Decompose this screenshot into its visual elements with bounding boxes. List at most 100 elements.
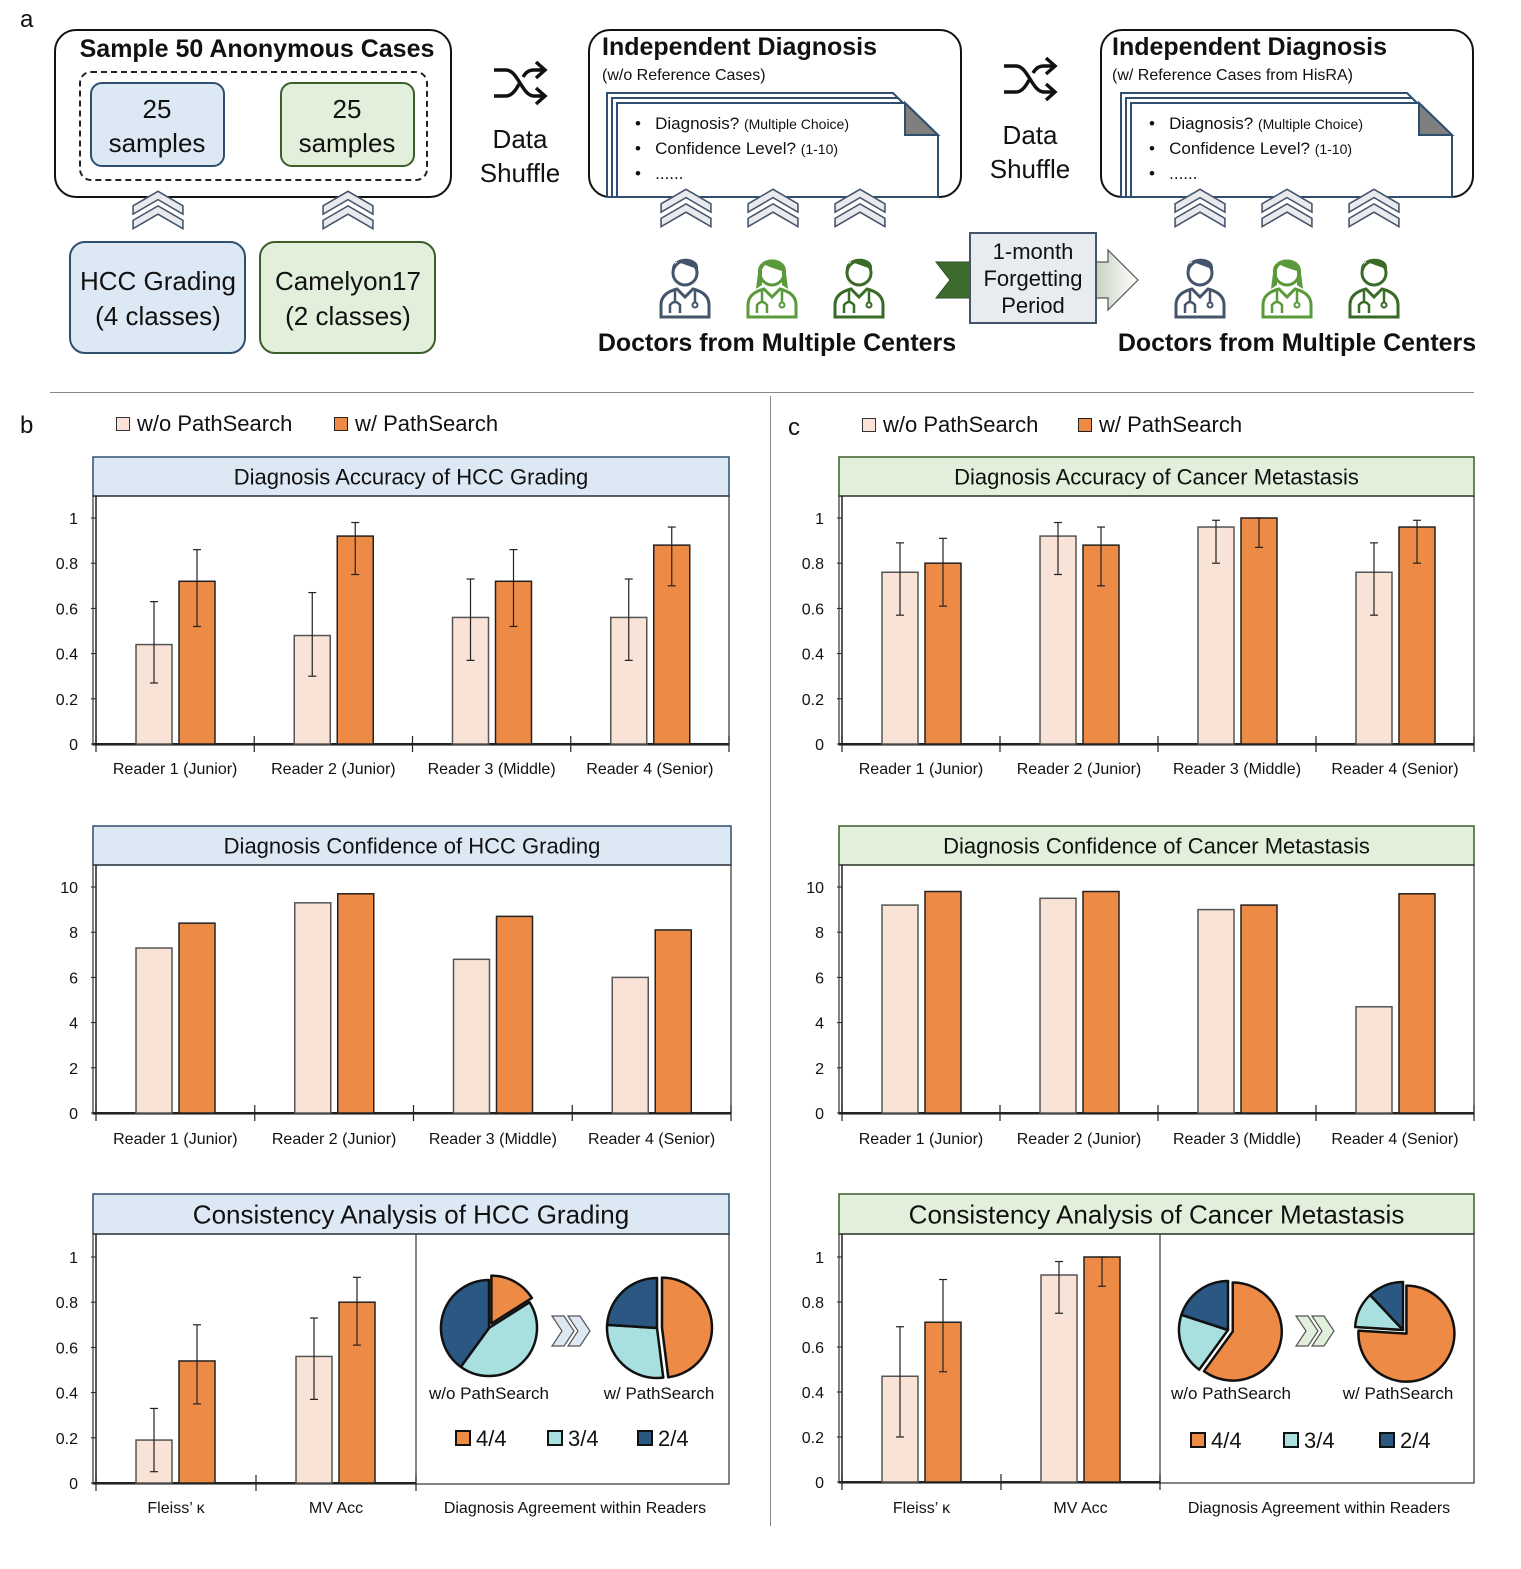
chevron-up-icon <box>132 190 184 231</box>
pie-legend-swatch <box>1283 1432 1299 1448</box>
bar-with-pathsearch <box>924 890 962 1114</box>
y-tick-label: 0.6 <box>802 1340 824 1357</box>
y-tick-label: 0.8 <box>56 1295 78 1312</box>
document-stack-icon <box>606 92 941 198</box>
y-tick-label: 0.6 <box>56 1340 78 1357</box>
chevron-up-icon <box>660 188 712 229</box>
question-confidence: • Confidence Level? (1-10) <box>635 140 838 157</box>
pie-legend-label: 4/4 <box>476 1426 507 1451</box>
y-tick-label: 4 <box>69 1016 78 1033</box>
panel-label-b: b <box>20 412 34 439</box>
y-tick-label: 1 <box>69 511 78 528</box>
question-main: Confidence Level? <box>655 139 796 158</box>
question-diagnosis: • Diagnosis? (Multiple Choice) <box>635 115 849 132</box>
chevron-right-icon <box>550 1315 591 1347</box>
chevron-up-icon <box>1174 188 1226 229</box>
hcc-samples-count: 25 <box>142 94 172 124</box>
chevron-right-icon <box>1294 1315 1335 1347</box>
chart-title: Diagnosis Confidence of HCC Grading <box>224 833 601 858</box>
doctors-label-2: Doctors from Multiple Centers <box>1117 329 1477 357</box>
bar-with-pathsearch <box>1083 1256 1121 1483</box>
question-main: Diagnosis? <box>655 114 740 133</box>
pie-slice-2of4 <box>605 1276 659 1330</box>
y-tick-label: 1 <box>815 511 824 528</box>
arrow-right-icon <box>1095 248 1139 312</box>
forgetting-line-2: Forgetting <box>983 266 1083 291</box>
legend-label-with: w/ PathSearch <box>1099 412 1243 437</box>
bar-without-pathsearch <box>1039 897 1077 1114</box>
panel-divider <box>770 396 771 1526</box>
pie-slice-4of4 <box>1202 1281 1283 1382</box>
pie-slice-3of4 <box>605 1323 665 1380</box>
category-label: Reader 3 (Middle) <box>428 761 556 778</box>
pie-axis-label: Diagnosis Agreement within Readers <box>444 1500 706 1517</box>
pie-slice-4of4 <box>660 1276 714 1379</box>
y-tick-label: 1 <box>815 1250 824 1267</box>
question-more: • ...... <box>635 165 683 182</box>
diagnosis-title-with: Independent Diagnosis <box>1112 33 1388 61</box>
bar-with-pathsearch <box>178 922 216 1114</box>
bar-without-pathsearch <box>1197 908 1235 1114</box>
sample-cases-box <box>54 29 452 198</box>
shuffle-label-2b: Shuffle <box>989 154 1071 184</box>
pie-legend-label: 2/4 <box>1400 1428 1431 1453</box>
hcc-grading-box <box>69 241 246 354</box>
y-tick-label: 1 <box>69 1250 78 1267</box>
camelyon-classes: (2 classes) <box>285 301 411 331</box>
pie-legend-swatch <box>455 1430 471 1446</box>
pie-legend-label: 3/4 <box>568 1426 599 1451</box>
chevron-up-icon <box>322 190 374 231</box>
diagnosis-subtitle-with: (w/ Reference Cases from HisRA) <box>1112 67 1353 84</box>
bar-chart-4: Diagnosis Confidence of Cancer Metastasi… <box>806 825 1475 1148</box>
bar-without-pathsearch <box>452 958 491 1114</box>
question-main: ...... <box>1169 164 1198 183</box>
pie-legend-swatch <box>547 1430 563 1446</box>
chart-title-box <box>838 456 1475 497</box>
bar-without-pathsearch <box>293 634 331 745</box>
chevron-shape <box>1294 1315 1319 1347</box>
shuffle-icon <box>494 60 548 106</box>
y-tick-label: 0.8 <box>802 556 824 573</box>
pie-label: w/ PathSearch <box>603 1384 715 1403</box>
category-label: Reader 1 (Junior) <box>113 761 238 778</box>
category-label: Fleiss’ κ <box>147 1500 205 1517</box>
pie-legend-label: 3/4 <box>1304 1428 1335 1453</box>
pie-legend-swatch <box>1379 1432 1395 1448</box>
legend-label-with: w/ PathSearch <box>355 411 499 436</box>
category-label: MV Acc <box>309 1500 363 1517</box>
y-tick-label: 0.2 <box>802 1430 824 1447</box>
pie-group-7: w/o PathSearch w/ PathSearch 4/4 3/4 2/4 Diag… <box>1170 1279 1456 1517</box>
chart-title: Consistency Analysis of Cancer Metastasi… <box>909 1199 1405 1229</box>
pie-legend-label: 4/4 <box>1211 1428 1242 1453</box>
question-note: (Multiple Choice) <box>1257 116 1364 132</box>
category-label: Reader 2 (Junior) <box>1017 1131 1142 1148</box>
y-tick-label: 2 <box>815 1061 824 1078</box>
pie-slice-4of4 <box>1357 1284 1456 1383</box>
hcc-grading-classes: (4 classes) <box>95 301 221 331</box>
bullet: • <box>1149 164 1155 183</box>
legend-swatch-without <box>116 417 130 431</box>
category-label: Reader 1 (Junior) <box>859 1131 984 1148</box>
bar-without-pathsearch <box>135 947 173 1114</box>
chevron-up-icon <box>834 188 886 229</box>
pie-label: w/o PathSearch <box>1170 1384 1291 1403</box>
y-tick-label: 0.4 <box>802 1385 824 1402</box>
doctor-female-icon <box>1261 259 1313 319</box>
y-tick-label: 6 <box>69 970 78 987</box>
y-tick-label: 10 <box>806 880 824 897</box>
y-tick-label: 0.2 <box>56 692 78 709</box>
y-tick-label: 0 <box>815 1475 824 1492</box>
y-tick-label: 0.4 <box>56 1386 78 1403</box>
category-label: Reader 3 (Middle) <box>1173 1131 1301 1148</box>
pie-label: w/ PathSearch <box>1342 1384 1454 1403</box>
shuffle-icon <box>1004 56 1058 102</box>
category-label: Reader 3 (Middle) <box>1173 761 1301 778</box>
diagnosis-title-without: Independent Diagnosis <box>602 33 878 61</box>
chart-title: Consistency Analysis of HCC Grading <box>193 1199 629 1229</box>
y-tick-label: 0 <box>69 1106 78 1123</box>
y-tick-label: 10 <box>60 880 78 897</box>
bullet: • <box>635 114 641 133</box>
question-main: ...... <box>655 164 684 183</box>
y-tick-label: 0 <box>69 1476 78 1493</box>
